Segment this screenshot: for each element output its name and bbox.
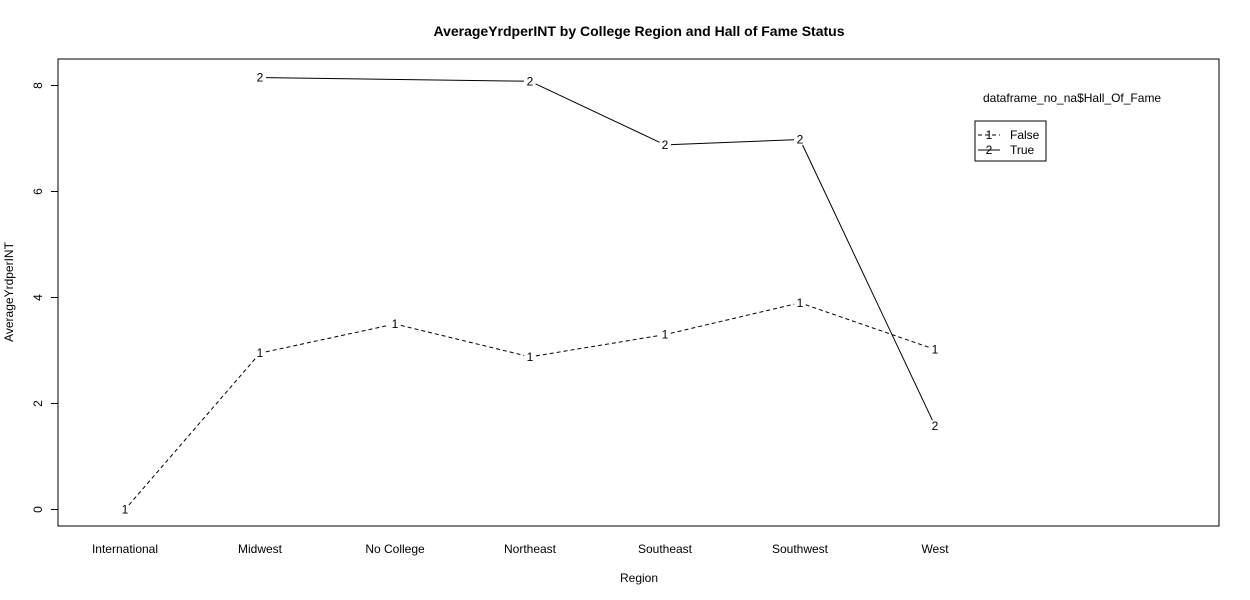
x-axis-label: Region: [620, 571, 658, 585]
series-false-segment: [535, 335, 660, 357]
data-point-marker: 2: [527, 74, 534, 88]
y-tick-label: 6: [31, 188, 45, 195]
legend-symbol: 1: [986, 128, 993, 142]
y-axis-label: AverageYrdperINT: [2, 241, 16, 341]
legend-entries: 1 False 2 True: [978, 128, 1040, 157]
legend-symbol: 2: [986, 143, 993, 157]
y-axis: 0 2 4 6 8: [31, 82, 59, 513]
series-true-segment: [670, 139, 795, 146]
x-tick-label: International: [92, 542, 158, 556]
x-tick-label: Southwest: [772, 542, 829, 556]
y-tick-label: 4: [31, 294, 45, 301]
x-tick-label: Northeast: [504, 542, 557, 556]
x-tick-label: West: [921, 542, 949, 556]
data-point-marker: 1: [122, 503, 129, 517]
y-tick-label: 2: [31, 400, 45, 407]
data-point-marker: 1: [662, 328, 669, 342]
data-point-marker: 1: [392, 317, 399, 331]
series-false-segment: [265, 324, 390, 353]
series-true: 2 2 2 2 2: [257, 71, 939, 433]
x-tick-label: Southeast: [638, 542, 693, 556]
series-true-segment: [265, 77, 525, 82]
legend: dataframe_no_na$Hall_Of_Fame 1 False 2 True: [974, 91, 1161, 162]
series-false-segment: [128, 357, 257, 506]
series-false-segment: [670, 303, 795, 334]
series-layer: 1 1 1 1 1 1 1 2 2 2 2 2: [122, 71, 939, 517]
legend-label: False: [1010, 128, 1040, 142]
x-tick-label: Midwest: [238, 542, 283, 556]
legend-label: True: [1010, 143, 1035, 157]
legend-title: dataframe_no_na$Hall_Of_Fame: [983, 91, 1161, 105]
series-false-segment: [805, 304, 930, 348]
series-true-segment: [802, 144, 933, 421]
data-point-marker: 2: [932, 419, 939, 433]
x-axis: International Midwest No College Northeast S…: [92, 542, 949, 556]
y-tick-label: 0: [31, 506, 45, 513]
data-point-marker: 2: [257, 71, 264, 85]
legend-box: [974, 120, 1047, 162]
y-tick-label: 8: [31, 82, 45, 89]
data-point-marker: 1: [257, 346, 264, 360]
series-false: 1 1 1 1 1 1 1: [122, 296, 939, 517]
series-false-segment: [400, 324, 525, 356]
data-point-marker: 1: [527, 350, 534, 364]
data-point-marker: 1: [797, 296, 804, 310]
chart-title: AverageYrdperINT by College Region and H…: [433, 23, 844, 39]
series-true-segment: [535, 83, 660, 143]
x-tick-label: No College: [365, 542, 425, 556]
data-point-marker: 2: [797, 133, 804, 147]
data-point-marker: 1: [932, 342, 939, 356]
data-point-marker: 2: [662, 138, 669, 152]
